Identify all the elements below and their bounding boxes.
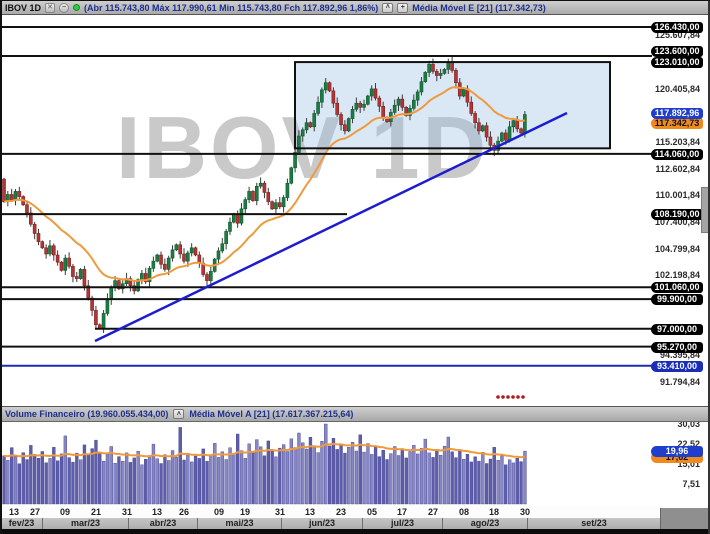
- axis-tick-label: 102.198,84: [654, 270, 700, 280]
- ohlc-summary: (Abr 115.743,80 Máx 117.990,61 Min 115.7…: [84, 2, 379, 13]
- window-left-border: [0, 1, 2, 534]
- axis-tick-label: 22,52: [677, 439, 700, 449]
- restore-pane-button[interactable]: ˄: [382, 2, 394, 13]
- time-axis[interactable]: 13 27 09 21 31 13 26 09 19 31 13 23 05 17 27 08 18 30 fev…: [0, 506, 710, 529]
- day-tick-label: 13: [8, 507, 20, 517]
- price-chart-svg[interactable]: [0, 15, 710, 406]
- day-tick-label: 30: [519, 507, 531, 517]
- month-section: jun/23: [281, 518, 362, 529]
- day-tick-row: 13 27 09 21 31 13 26 09 19 31 13 23 05 17 27 08 18 30: [0, 506, 710, 518]
- restore-volume-pane-button[interactable]: ˄: [173, 409, 185, 419]
- price-level-pill: 123.600,00: [651, 46, 703, 57]
- day-tick-label: 21: [90, 507, 102, 517]
- volume-indicator-label[interactable]: Volume Financeiro (19.960.055.434,00): [5, 409, 169, 419]
- price-level-pill: 117.892,96: [651, 108, 703, 119]
- price-level-pill: 101.060,00: [651, 282, 703, 293]
- price-level-pill: 93.410,00: [651, 361, 703, 372]
- day-tick-label: 23: [335, 507, 347, 517]
- day-tick-label: 05: [366, 507, 378, 517]
- axis-tick-label: 7,51: [682, 479, 700, 489]
- axis-tick-label: 94.395,84: [659, 350, 700, 360]
- day-tick-label: 09: [59, 507, 71, 517]
- axis-corner-box: [660, 508, 710, 529]
- volume-pane-header: Volume Financeiro (19.960.055.434,00) ˄ …: [0, 406, 710, 422]
- price-level-pill: 108.190,00: [651, 209, 703, 220]
- axis-tick-label: 104.799,84: [654, 244, 700, 254]
- month-section: set/23: [527, 518, 660, 529]
- chart-toolbar: IBOV 1D ✕ − (Abr 115.743,80 Máx 117.990,…: [0, 1, 710, 15]
- axis-tick-label: 110.001,84: [655, 190, 700, 200]
- axis-tick-label: 15,01: [677, 459, 700, 469]
- day-tick-label: 09: [213, 507, 225, 517]
- day-tick-label: 18: [488, 507, 500, 517]
- volume-chart-svg[interactable]: [0, 422, 710, 506]
- month-section: abr/23: [128, 518, 197, 529]
- axis-tick-label: 30,03: [677, 419, 700, 429]
- price-chart-pane[interactable]: IBOV 1D: [0, 15, 710, 406]
- price-level-pill: 19,96: [651, 446, 703, 457]
- price-level-pill: 114.060,00: [651, 149, 703, 160]
- day-tick-label: 08: [458, 507, 470, 517]
- day-tick-label: 31: [274, 507, 286, 517]
- add-indicator-button[interactable]: +: [397, 2, 409, 13]
- day-tick-label: 13: [151, 507, 163, 517]
- price-level-pill: 99.900,00: [651, 294, 703, 305]
- axis-tick-label: 112.602,84: [655, 164, 700, 174]
- window-bottom-border: [0, 529, 710, 534]
- price-level-pill: 97.000,00: [651, 324, 703, 335]
- window-right-border: [708, 1, 710, 534]
- volume-ma-label[interactable]: Média Móvel A [21] (17.617.367.215,64): [189, 409, 354, 419]
- month-section: mar/23: [42, 518, 128, 529]
- month-section: ago/23: [442, 518, 527, 529]
- axis-tick-label: 120.405,84: [654, 84, 700, 94]
- month-row: fev/23 mar/23 abr/23 mai/23 jun/23 jul/23 ago/…: [0, 518, 710, 529]
- collapse-icon[interactable]: −: [59, 2, 70, 13]
- market-status-dot: [73, 4, 81, 11]
- day-tick-label: 27: [29, 507, 41, 517]
- price-level-pill: 117.342,73: [651, 118, 703, 129]
- day-tick-label: 13: [304, 507, 316, 517]
- day-tick-label: 27: [427, 507, 439, 517]
- month-section: jul/23: [362, 518, 442, 529]
- axis-tick-label: 91.794,84: [659, 377, 700, 387]
- day-tick-label: 26: [178, 507, 190, 517]
- moving-average-label[interactable]: Média Móvel E [21] (117.342,73): [412, 2, 546, 13]
- month-section: mai/23: [197, 518, 281, 529]
- day-tick-label: 19: [239, 507, 251, 517]
- axis-tick-label: 107.400,84: [654, 217, 700, 227]
- axis-tick-label: 115.203,84: [655, 137, 700, 147]
- volume-chart-pane[interactable]: [0, 422, 710, 506]
- symbol-timeframe-label[interactable]: IBOV 1D: [5, 2, 42, 13]
- axis-tick-label: 125.607,84: [654, 30, 700, 40]
- close-icon[interactable]: ✕: [45, 2, 56, 13]
- price-level-pill: 95.270,00: [651, 342, 703, 353]
- day-tick-label: 31: [121, 507, 133, 517]
- price-level-pill: 123.010,00: [651, 57, 703, 68]
- price-level-pill: 17,62: [651, 452, 703, 463]
- month-section: fev/23: [0, 518, 42, 529]
- day-tick-label: 17: [396, 507, 408, 517]
- price-level-pill: 126.430,00: [651, 22, 703, 33]
